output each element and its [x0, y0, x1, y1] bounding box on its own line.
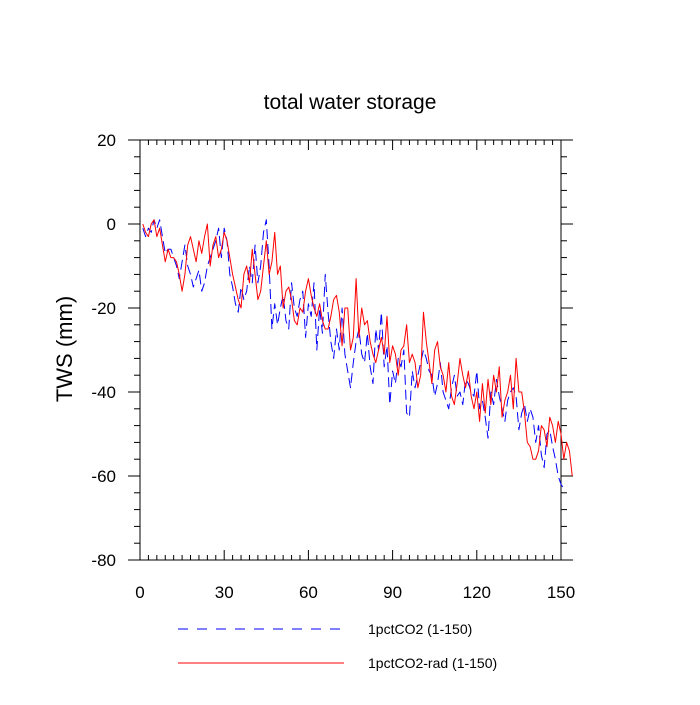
y-tick-label: 20 — [97, 131, 116, 150]
y-tick-label: -60 — [91, 467, 116, 486]
y-axis-label: TWS (mm) — [52, 296, 77, 402]
series-line-2 — [142, 219, 573, 477]
x-tick-label: 90 — [383, 583, 402, 602]
series-line-1 — [142, 219, 565, 489]
plot-area: 0 30 60 90 120 150 20 0 -20 -40 -60 -80 — [91, 131, 575, 602]
x-tick-label: 120 — [463, 583, 491, 602]
y-tick-label: 0 — [107, 215, 116, 234]
legend-label-2: 1pctCO2-rad (1-150) — [368, 655, 497, 671]
x-tick-label: 150 — [547, 583, 575, 602]
y-tick-label: -40 — [91, 383, 116, 402]
x-tick-label: 60 — [299, 583, 318, 602]
chart-title: total water storage — [264, 91, 437, 114]
legend: 1pctCO2 (1-150) 1pctCO2-rad (1-150) — [178, 621, 497, 671]
legend-label-1: 1pctCO2 (1-150) — [368, 621, 472, 637]
x-tick-label: 30 — [215, 583, 234, 602]
y-tick-label: -80 — [91, 551, 116, 570]
y-tick-label: -20 — [91, 299, 116, 318]
x-tick-label: 0 — [135, 583, 144, 602]
